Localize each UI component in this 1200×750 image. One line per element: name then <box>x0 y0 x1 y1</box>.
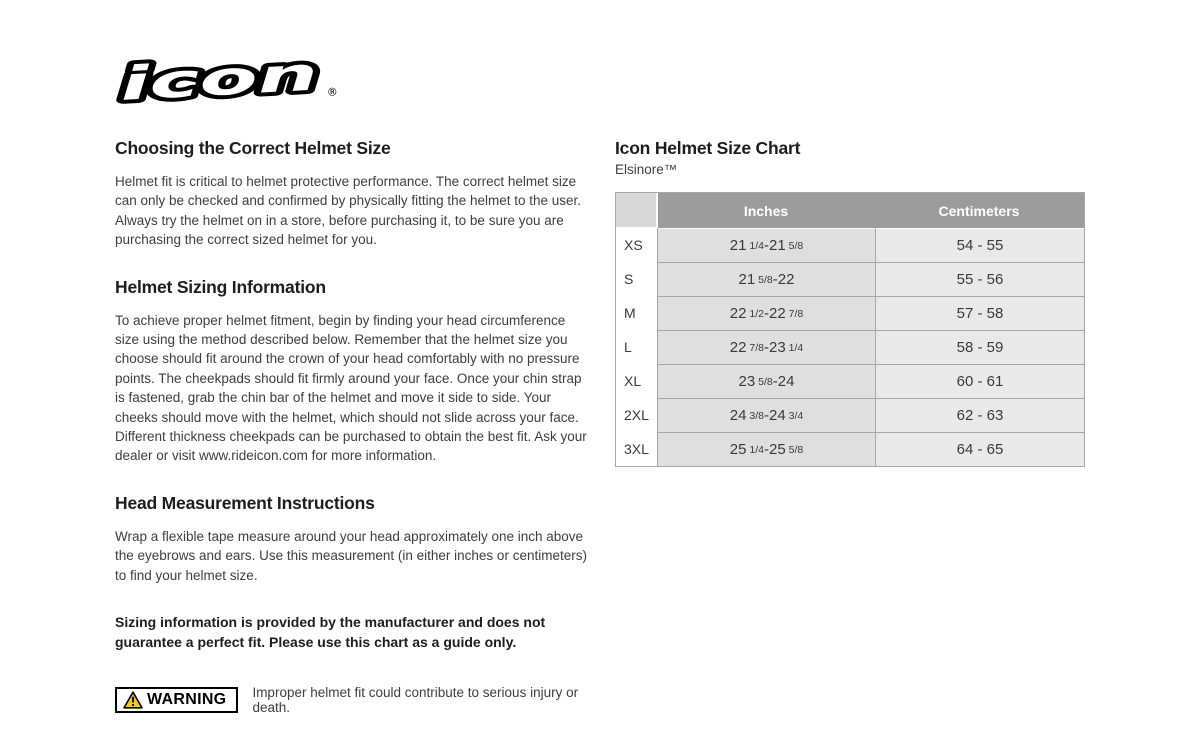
cm-cell: 55 - 56 <box>875 262 1084 296</box>
section-heading-measurement-instructions: Head Measurement Instructions <box>115 492 375 513</box>
table-row: XL 23 5/8 - 24 60 - 61 <box>616 364 1084 398</box>
inches-cell: 25 1/4 - 25 5/8 <box>658 432 875 466</box>
table-row: XS 21 1/4 - 21 5/8 54 - 55 <box>616 228 1084 262</box>
left-column: Choosing the Correct Helmet Size Helmet … <box>115 138 587 715</box>
size-label: L <box>616 330 658 364</box>
cm-cell: 62 - 63 <box>875 398 1084 432</box>
size-table-corner-cell <box>616 193 658 228</box>
cm-cell: 54 - 55 <box>875 228 1084 262</box>
column-header-centimeters: Centimeters <box>938 202 1020 219</box>
size-label: XS <box>616 228 658 262</box>
size-chart-title: Icon Helmet Size Chart <box>615 138 801 158</box>
size-label: M <box>616 296 658 330</box>
section-heading-choosing-size: Choosing the Correct Helmet Size <box>115 138 391 158</box>
table-row: S 21 5/8 - 22 55 - 56 <box>616 262 1084 296</box>
inches-cell: 21 5/8 - 22 <box>658 262 875 296</box>
helmet-size-table: Inches Centimeters XS 21 1/4 - 21 5/8 54… <box>615 192 1085 467</box>
inches-cell: 22 7/8 - 23 1/4 <box>658 330 875 364</box>
icon-brand-logo: icon ® <box>112 43 352 115</box>
size-table-rows: XS 21 1/4 - 21 5/8 54 - 55 S 21 5/8 - 22… <box>616 228 1084 466</box>
section-heading-sizing-information: Helmet Sizing Information <box>115 276 326 297</box>
icon-logo-text: icon <box>119 48 320 110</box>
content-columns: Choosing the Correct Helmet Size Helmet … <box>115 138 1085 715</box>
warning-label: WARNING <box>147 691 227 709</box>
right-column: Icon Helmet Size Chart Elsinore™ Inches … <box>615 138 1085 715</box>
size-label: S <box>616 262 658 296</box>
table-row: L 22 7/8 - 23 1/4 58 - 59 <box>616 330 1084 364</box>
inches-cell: 21 1/4 - 21 5/8 <box>658 228 875 262</box>
table-row: 3XL 25 1/4 - 25 5/8 64 - 65 <box>616 432 1084 466</box>
size-chart-subtitle: Elsinore™ <box>615 162 678 177</box>
column-header-inches: Inches <box>743 202 789 219</box>
section-body-measurement-instructions: Wrap a flexible tape measure around your… <box>115 528 587 583</box>
cm-cell: 64 - 65 <box>875 432 1084 466</box>
table-row: 2XL 24 3/8 - 24 3/4 62 - 63 <box>616 398 1084 432</box>
cm-cell: 60 - 61 <box>875 364 1084 398</box>
inches-cell: 23 5/8 - 24 <box>658 364 875 398</box>
table-row: M 22 1/2 - 22 7/8 57 - 58 <box>616 296 1084 330</box>
section-body-choosing-size: Helmet fit is critical to helmet protect… <box>115 174 582 248</box>
cm-cell: 57 - 58 <box>875 296 1084 330</box>
warning-row: WARNING Improper helmet fit could contri… <box>115 685 587 715</box>
size-label: 2XL <box>616 398 658 432</box>
icon-logo-graphic: icon ® <box>115 43 338 115</box>
sizing-disclaimer: Sizing information is provided by the ma… <box>115 614 546 651</box>
inches-cell: 22 1/2 - 22 7/8 <box>658 296 875 330</box>
size-label: XL <box>616 364 658 398</box>
size-table-header: Inches Centimeters <box>616 193 1084 228</box>
size-label: 3XL <box>616 432 658 466</box>
size-table-header-bar: Inches Centimeters <box>658 193 1084 228</box>
inches-cell: 24 3/8 - 24 3/4 <box>658 398 875 432</box>
registered-trademark-symbol: ® <box>326 85 338 99</box>
cm-cell: 58 - 59 <box>875 330 1084 364</box>
section-body-sizing-information: To achieve proper helmet fitment, begin … <box>115 312 587 464</box>
warning-text: Improper helmet fit could contribute to … <box>252 685 579 716</box>
warning-badge: WARNING <box>115 687 239 714</box>
warning-triangle-icon <box>123 691 143 709</box>
